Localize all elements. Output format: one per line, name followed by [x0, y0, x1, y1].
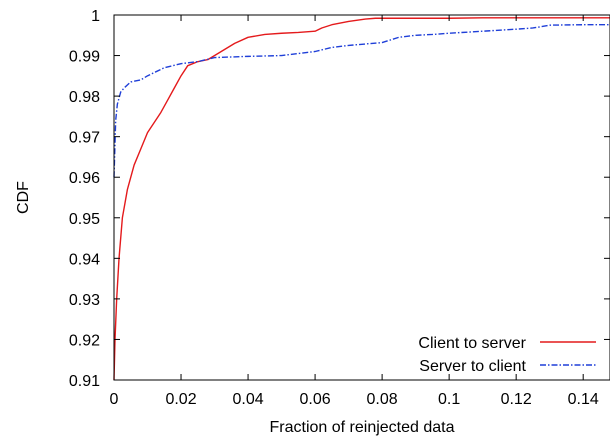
- x-tick-label: 0.04: [232, 391, 263, 408]
- x-axis-ticks: 0 0.02 0.04 0.06 0.08 0.1 0.12 0.14: [110, 15, 599, 408]
- x-tick-label: 0.1: [438, 391, 460, 408]
- x-tick-label: 0: [110, 391, 119, 408]
- axis-frame: [113, 14, 610, 381]
- series-line-2: [113, 24, 610, 178]
- y-tick-label: 0.96: [69, 170, 100, 187]
- y-tick-label: 1: [91, 8, 100, 25]
- y-tick-label: 0.97: [69, 130, 100, 147]
- x-tick-label: 0.06: [300, 391, 331, 408]
- y-tick-label: 0.95: [69, 211, 100, 228]
- plot-area: [114, 15, 610, 380]
- y-tick-label: 0.98: [69, 89, 100, 106]
- y-tick-label: 0.94: [69, 251, 100, 268]
- x-tick-label: 0.08: [367, 391, 398, 408]
- y-tick-label: 0.91: [69, 373, 100, 390]
- y-axis-ticks: 0.91 0.92 0.93 0.94 0.95 0.96 0.97 0.98 0.99 1: [69, 8, 610, 390]
- y-tick-label: 0.93: [69, 292, 100, 309]
- y-tick-label: 0.99: [69, 49, 100, 66]
- x-tick-label: 0.12: [501, 391, 532, 408]
- y-axis-label: CDF: [15, 181, 32, 214]
- series-line-1: [113, 17, 610, 381]
- x-tick-label: 0.02: [165, 391, 196, 408]
- legend-label-2: Server to client: [419, 358, 526, 375]
- y-tick-label: 0.92: [69, 332, 100, 349]
- legend-label-1: Client to server: [418, 335, 526, 352]
- x-tick-label: 0.14: [568, 391, 599, 408]
- plot-background: [114, 15, 610, 380]
- x-axis-label: Fraction of reinjected data: [270, 419, 455, 436]
- axis-box: [113, 14, 610, 381]
- legend: Client to server Server to client: [418, 335, 596, 375]
- series-layer: [113, 17, 610, 381]
